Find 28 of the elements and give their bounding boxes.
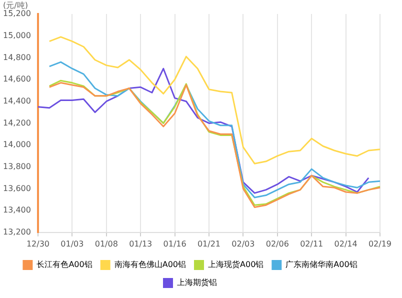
x-tick-label: 02/11 — [300, 239, 324, 248]
legend-label: 长江有色A00铝 — [36, 260, 92, 270]
y-tick-label: 13,200 — [2, 227, 31, 236]
x-tick-label: 02/03 — [232, 239, 255, 248]
y-tick-label: 13,600 — [2, 184, 31, 193]
legend-label: 南海有色佛山A00铝 — [114, 260, 186, 270]
legend-label: 上海期货铝 — [177, 278, 217, 288]
x-tick-label: 02/06 — [266, 239, 289, 248]
y-tick-label: 14,600 — [2, 74, 31, 84]
legend-label: 广东南储华南A00铝 — [286, 260, 358, 270]
x-tick-label: 02/14 — [334, 239, 358, 248]
x-tick-label: 01/16 — [163, 239, 186, 248]
legend-label: 上海现货A00铝 — [208, 260, 264, 270]
x-tick-label: 01/03 — [60, 239, 84, 248]
y-tick-label: 14,800 — [2, 52, 31, 62]
y-tick-label: 13,800 — [2, 162, 31, 171]
x-tick-label: 01/21 — [197, 239, 221, 248]
y-tick-label: 15,000 — [2, 30, 31, 40]
x-tick-label: 01/08 — [94, 239, 118, 248]
y-tick-label: 14,200 — [2, 118, 31, 128]
x-tick-label: 01/13 — [129, 239, 152, 248]
x-tick-label: 12/30 — [26, 239, 50, 248]
x-tick-label: 02/19 — [368, 239, 392, 248]
y-tick-label: 13,400 — [2, 206, 31, 215]
y-tick-label: 14,000 — [2, 140, 31, 150]
y-axis-title: (元/吨) — [3, 1, 28, 10]
y-tick-label: 15,200 — [2, 9, 31, 18]
y-tick-label: 14,400 — [2, 96, 31, 106]
